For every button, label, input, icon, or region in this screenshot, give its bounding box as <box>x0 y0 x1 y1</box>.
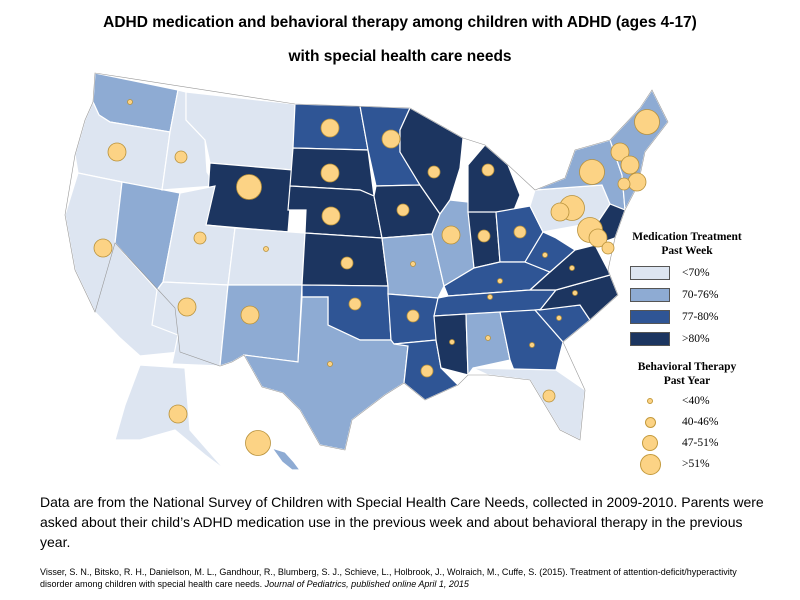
therapy-bubble-mi <box>481 163 495 177</box>
citation: Visser, S. N., Bitsko, R. H., Danielson,… <box>40 567 737 589</box>
therapy-bubble-il <box>441 225 461 245</box>
therapy-bubble-tx <box>327 361 333 367</box>
therapy-legend-row: <40% <box>612 394 792 415</box>
legend-bubble <box>644 416 656 428</box>
therapy-bubble-fl <box>542 389 556 403</box>
therapy-legend-row: >51% <box>612 453 792 478</box>
legend-bubble <box>639 453 661 475</box>
therapy-bubble-ms <box>449 339 455 345</box>
therapy-bubble-ne <box>321 206 341 226</box>
therapy-bubble-nc <box>572 290 578 296</box>
medication-legend-row: >80% <box>612 332 792 354</box>
medication-legend-items: <70% 70-76% 77-80% >80% <box>612 266 792 354</box>
legend-label: 77-80% <box>682 311 719 323</box>
therapy-bubble-in <box>477 229 491 243</box>
state-fl <box>472 367 586 441</box>
therapy-bubble-nd <box>320 118 340 138</box>
legend-label: <70% <box>682 267 710 279</box>
therapy-bubble-northeast <box>550 202 570 222</box>
state-al <box>465 311 511 377</box>
therapy-bubble-northeast <box>620 155 640 175</box>
therapy-bubble-ga <box>529 342 535 348</box>
therapy-bubble-sc <box>556 315 562 321</box>
therapy-bubble-la <box>420 364 434 378</box>
title-line-2: with special health care needs <box>288 48 512 65</box>
legend-swatch <box>630 332 670 346</box>
therapy-bubble-northeast <box>627 172 647 192</box>
therapy-bubble-ut <box>193 231 207 245</box>
therapy-bubble-oh <box>513 225 527 239</box>
therapy-bubble-ks <box>340 256 354 270</box>
therapy-bubble-nm <box>240 305 260 325</box>
therapy-bubble-ok <box>348 297 362 311</box>
therapy-bubble-wy <box>236 174 262 200</box>
legend-label: 47-51% <box>682 437 719 449</box>
therapy-bubble-northeast <box>588 228 608 248</box>
therapy-bubble-va <box>569 265 575 271</box>
therapy-bubble-mo <box>410 261 416 267</box>
therapy-bubble-northeast <box>617 177 631 191</box>
therapy-bubble-al <box>485 335 491 341</box>
legend-bubble <box>647 398 653 404</box>
state-hi <box>270 446 302 471</box>
therapy-bubble-ca <box>93 238 113 258</box>
therapy-bubble-wv <box>542 252 548 258</box>
therapy-bubble-northeast <box>601 241 615 255</box>
therapy-bubble-ia <box>396 203 410 217</box>
state-nm <box>219 284 303 367</box>
legend-label: 70-76% <box>682 289 719 301</box>
medication-legend-row: 77-80% <box>612 310 792 332</box>
therapy-legend-row: 40-46% <box>612 415 792 436</box>
state-wv <box>524 231 576 273</box>
therapy-bubble-id <box>174 150 188 164</box>
legend-swatch <box>630 310 670 324</box>
therapy-legend-title: Behavioral Therapy Past Year <box>637 361 737 387</box>
legend-swatch <box>630 266 670 280</box>
medication-legend-row: 70-76% <box>612 288 792 310</box>
us-outline <box>64 72 669 451</box>
therapy-bubble-ak <box>168 404 188 424</box>
therapy-bubble-mn <box>381 129 401 149</box>
state-co <box>227 227 306 286</box>
therapy-bubble-tn <box>487 294 493 300</box>
therapy-bubble-hi <box>245 430 271 456</box>
therapy-bubble-sd <box>320 163 340 183</box>
therapy-legend-row: 47-51% <box>612 435 792 457</box>
therapy-bubble-wa <box>127 99 133 105</box>
legend-label: <40% <box>682 395 710 407</box>
therapy-bubble-ar <box>406 309 420 323</box>
therapy-bubble-wi <box>427 165 441 179</box>
legend-label: 40-46% <box>682 416 719 428</box>
legend-bubble <box>642 435 658 451</box>
therapy-bubble-co <box>263 246 269 252</box>
medication-legend-row: <70% <box>612 266 792 288</box>
medication-legend-title: Medication Treatment Past Week <box>632 231 742 257</box>
therapy-bubble-ny <box>579 159 605 185</box>
state-mi <box>467 144 521 216</box>
legend: Medication Treatment Past Week <70% 70-76… <box>612 230 792 478</box>
therapy-bubble-northeast <box>610 142 630 162</box>
therapy-legend-items: <40% 40-46% 47-51% >51% <box>612 394 792 478</box>
legend-label: >80% <box>682 333 710 345</box>
legend-swatch <box>630 288 670 302</box>
therapy-bubble-northeast <box>634 109 660 135</box>
therapy-bubble-or <box>107 142 127 162</box>
data-footnote: Data are from the National Survey of Chi… <box>40 494 764 550</box>
therapy-bubble-ky <box>497 278 503 284</box>
therapy-bubble-az <box>177 297 197 317</box>
legend-label: >51% <box>682 458 710 470</box>
title-line-1: ADHD medication and behavioral therapy a… <box>103 14 697 31</box>
